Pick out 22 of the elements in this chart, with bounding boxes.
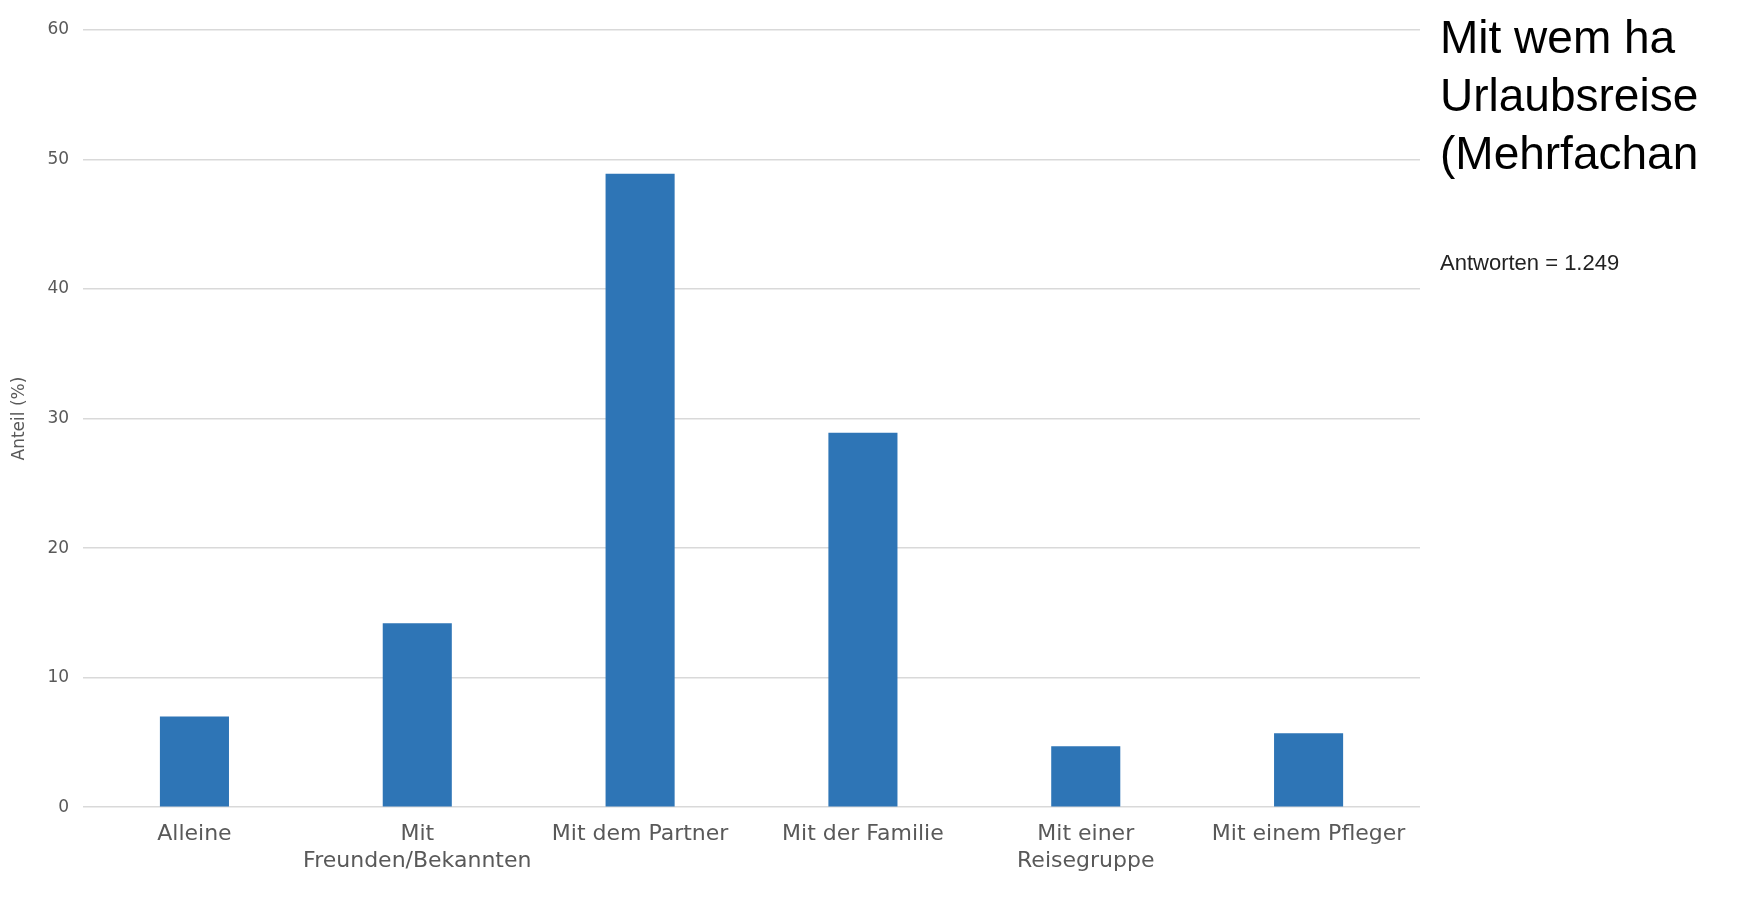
x-tick-label: Mit einem Pfleger <box>1211 820 1407 846</box>
bar <box>1274 733 1344 807</box>
y-tick-label: 50 <box>47 147 70 168</box>
text: Mit wem ha Urlaubsreise (Mehrfachan <box>1440 10 1700 181</box>
bar <box>605 173 675 807</box>
bar <box>1051 746 1121 807</box>
bar <box>159 716 229 807</box>
x-tick-label: Mit der Familie <box>782 820 944 846</box>
x-tick-label: Mit Freunden/Bekannten <box>303 820 532 872</box>
x-tick-label: Mit einer Reisegruppe <box>1017 820 1155 872</box>
y-tick-label: 20 <box>47 536 70 557</box>
y-tick-label: 30 <box>47 407 70 428</box>
y-tick-label: 10 <box>47 666 70 687</box>
text: Antworten = 1.249 <box>1440 250 1620 276</box>
y-axis-title: Anteil (%) <box>7 376 28 461</box>
y-tick-label: 0 <box>58 795 70 816</box>
x-tick-label: Mit dem Partner <box>551 820 730 846</box>
bar <box>828 432 898 807</box>
y-tick-label: 60 <box>47 18 70 39</box>
y-tick-label: 40 <box>47 277 70 298</box>
bar <box>382 623 452 807</box>
x-tick-label: Alleine <box>157 820 232 846</box>
